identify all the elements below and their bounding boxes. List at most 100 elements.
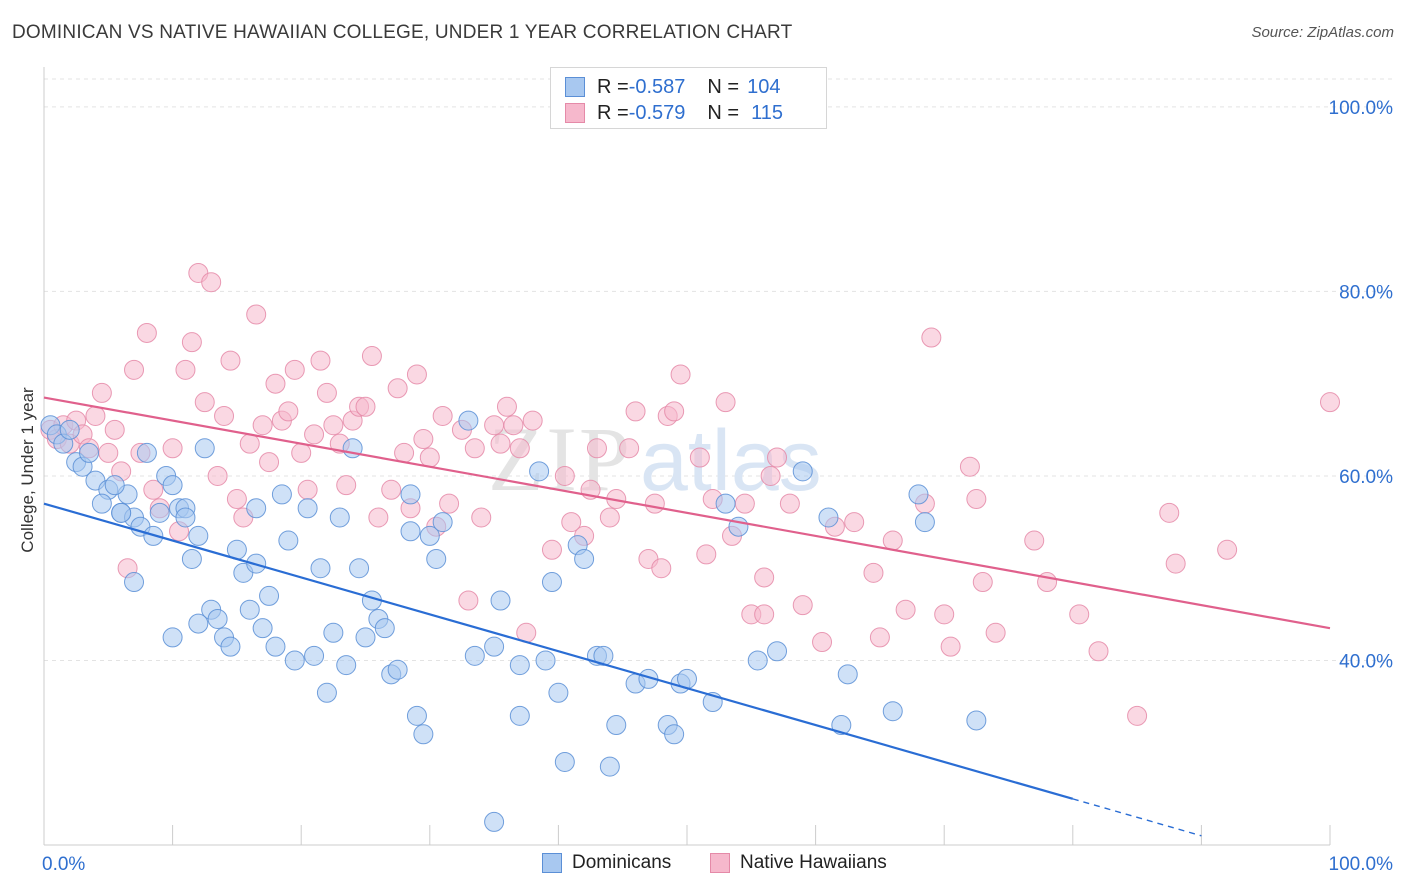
legend-n-label: N = xyxy=(707,101,740,124)
native-hawaiians-point xyxy=(98,442,119,463)
native-hawaiians-point xyxy=(1217,539,1238,560)
dominicans-point xyxy=(908,484,929,505)
native-hawaiians-point xyxy=(355,396,376,417)
native-hawaiians-point xyxy=(316,382,337,403)
native-hawaiians-point xyxy=(413,429,434,450)
native-hawaiians-point xyxy=(284,359,305,380)
native-hawaiians-point xyxy=(1088,641,1109,662)
native-hawaiians-point xyxy=(921,327,942,348)
y-axis-label: College, Under 1 year xyxy=(18,387,37,553)
dominicans-point xyxy=(336,655,357,676)
dominicans-point xyxy=(162,627,183,648)
dominicans-point xyxy=(400,521,421,542)
legend-swatch-blue xyxy=(542,853,562,873)
native-hawaiians-point xyxy=(464,438,485,459)
native-hawaiians-point xyxy=(214,405,235,426)
native-hawaiians-point xyxy=(394,442,415,463)
dominicans-point xyxy=(374,618,395,639)
native-hawaiians-point xyxy=(252,415,273,436)
dominicans-point xyxy=(316,682,337,703)
legend-n-value: 104 xyxy=(747,75,781,98)
native-hawaiians-point xyxy=(1069,604,1090,625)
native-hawaiians-point xyxy=(754,567,775,588)
legend-r-value: -0.579 xyxy=(628,101,686,124)
x-tick-label-max: 100.0% xyxy=(1329,854,1394,875)
native-hawaiians-point xyxy=(387,378,408,399)
source-label: Source: ZipAtlas.com xyxy=(1251,24,1394,41)
dominicans-point xyxy=(966,710,987,731)
dominicans-point xyxy=(606,715,627,736)
native-hawaiians-point xyxy=(336,475,357,496)
dominicans-point xyxy=(747,650,768,671)
chart-title: DOMINICAN VS NATIVE HAWAIIAN COLLEGE, UN… xyxy=(12,22,793,43)
trend-lines xyxy=(43,396,1331,837)
legend-item-native-hawaiians: Native Hawaiians xyxy=(710,852,887,874)
native-hawaiians-point xyxy=(471,507,492,528)
dominicans-point xyxy=(715,493,736,514)
native-hawaiians-point xyxy=(220,350,241,371)
native-hawaiians-point xyxy=(419,447,440,468)
dominicans-point xyxy=(484,636,505,657)
native-hawaiians-point xyxy=(91,382,112,403)
native-hawaiians-point xyxy=(323,415,344,436)
native-hawaiians-point xyxy=(664,401,685,422)
native-hawaiians-point xyxy=(1165,553,1186,574)
dominicans-point xyxy=(406,705,427,726)
native-hawaiians-point xyxy=(1320,392,1340,413)
native-hawaiians-point xyxy=(361,346,382,367)
native-hawaiians-point xyxy=(689,447,710,468)
legend-r-value: -0.587 xyxy=(628,75,686,98)
dominicans-point xyxy=(419,525,440,546)
native-hawaiians-point xyxy=(599,507,620,528)
series-native-hawaiians-points xyxy=(40,262,1340,726)
dominicans-point xyxy=(882,701,903,722)
native-hawaiians-point xyxy=(194,392,215,413)
dominicans-point xyxy=(79,442,100,463)
y-tick-label: 80.0% xyxy=(1339,282,1393,303)
dominicans-point xyxy=(175,507,196,528)
native-hawaiians-point xyxy=(715,392,736,413)
dominicans-point xyxy=(664,724,685,745)
dominicans-point xyxy=(329,507,350,528)
series-legend: Dominicans Native Hawaiians xyxy=(0,852,1406,878)
native-hawaiians-point xyxy=(619,438,640,459)
native-hawaiians-point xyxy=(882,530,903,551)
native-hawaiians-point xyxy=(779,493,800,514)
legend-r-label: R = xyxy=(597,75,629,98)
legend-swatch-blue xyxy=(565,77,585,97)
dominicans-point xyxy=(490,590,511,611)
native-hawaiians-point xyxy=(554,465,575,486)
native-hawaiians-point xyxy=(201,272,222,293)
dominicans-point xyxy=(304,645,325,666)
native-hawaiians-point xyxy=(734,493,755,514)
trend-line-dominicans-extension xyxy=(1072,798,1202,837)
native-hawaiians-point xyxy=(496,396,517,417)
native-hawaiians-point xyxy=(259,452,280,473)
dominicans-point xyxy=(246,498,267,519)
dominicans-point xyxy=(271,484,292,505)
native-hawaiians-point xyxy=(985,622,1006,643)
axes xyxy=(43,67,1331,846)
y-tick-label: 100.0% xyxy=(1329,98,1394,119)
dominicans-point xyxy=(149,502,170,523)
native-hawaiians-point xyxy=(651,558,672,579)
dominicans-point xyxy=(767,641,788,662)
legend-n-value: 115 xyxy=(751,101,783,124)
dominicans-point xyxy=(464,645,485,666)
native-hawaiians-point xyxy=(304,424,325,445)
dominicans-point xyxy=(194,438,215,459)
native-hawaiians-point xyxy=(670,364,691,385)
native-hawaiians-point xyxy=(1127,705,1148,726)
native-hawaiians-point xyxy=(586,438,607,459)
dominicans-point xyxy=(387,659,408,680)
dominicans-point xyxy=(593,645,614,666)
dominicans-point xyxy=(548,682,569,703)
native-hawaiians-point xyxy=(85,405,106,426)
dominicans-point xyxy=(535,650,556,671)
native-hawaiians-point xyxy=(246,304,267,325)
native-hawaiians-point xyxy=(972,572,993,593)
dominicans-point xyxy=(509,705,530,726)
dominicans-point xyxy=(831,715,852,736)
legend-label-dominicans: Dominicans xyxy=(572,852,672,873)
